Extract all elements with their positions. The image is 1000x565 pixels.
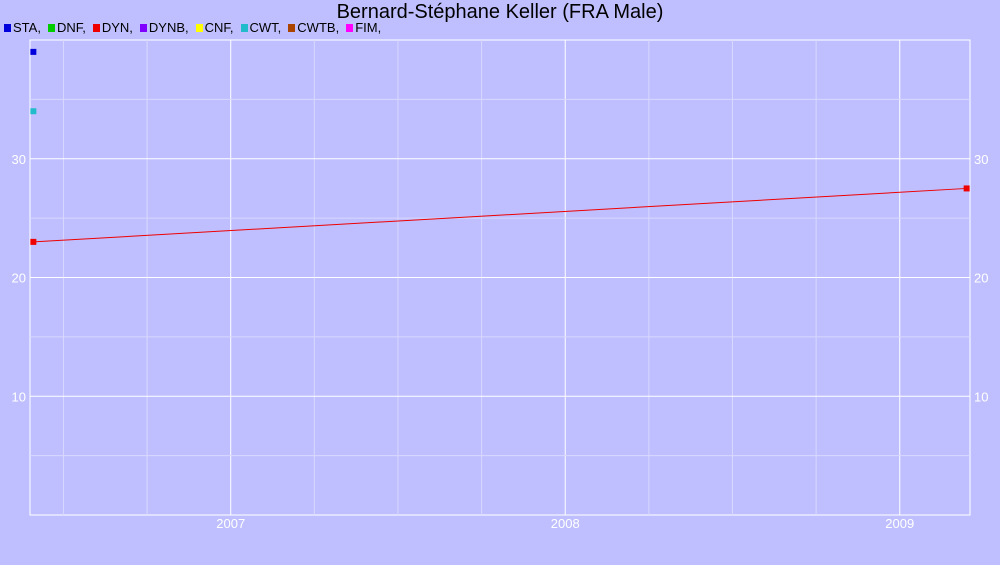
- legend: STA, DNF, DYN, DYNB, CNF, CWT, CWTB, FIM,: [4, 20, 388, 35]
- data-point-dyn: [963, 185, 970, 192]
- legend-label: DYN,: [101, 20, 133, 35]
- legend-swatch: [288, 23, 296, 32]
- y-tick-label-left: 30: [12, 152, 26, 167]
- data-point-sta: [30, 48, 37, 55]
- legend-swatch: [92, 23, 100, 32]
- legend-item: DNF,: [47, 20, 86, 35]
- data-point-dyn: [30, 238, 37, 245]
- legend-item: CWTB,: [288, 20, 339, 35]
- legend-item: CWT,: [240, 20, 282, 35]
- legend-label: DNF,: [56, 20, 86, 35]
- legend-label: CWTB,: [297, 20, 340, 35]
- legend-label: FIM,: [355, 20, 382, 35]
- legend-item: STA,: [4, 20, 41, 35]
- legend-label: STA,: [13, 20, 41, 35]
- legend-item: CNF,: [195, 20, 234, 35]
- y-tick-label-left: 20: [12, 271, 26, 286]
- legend-item: DYNB,: [139, 20, 189, 35]
- legend-swatch: [240, 23, 248, 32]
- x-tick-label: 2009: [885, 516, 914, 531]
- y-tick-label-right: 30: [974, 152, 988, 167]
- legend-swatch: [4, 23, 11, 32]
- x-tick-label: 2007: [216, 516, 245, 531]
- series-line-dyn: [33, 187, 967, 243]
- legend-swatch: [47, 23, 55, 32]
- y-tick-label-right: 10: [974, 389, 988, 404]
- y-tick-label-left: 10: [12, 389, 26, 404]
- legend-swatch: [195, 23, 203, 32]
- legend-swatch: [139, 23, 147, 32]
- data-point-cwt: [30, 108, 37, 115]
- legend-item: FIM,: [346, 20, 381, 35]
- legend-label: CNF,: [204, 20, 234, 35]
- y-tick-label-right: 20: [974, 271, 988, 286]
- legend-label: DYNB,: [148, 20, 189, 35]
- x-tick-label: 2008: [551, 516, 580, 531]
- chart-title: Bernard-Stéphane Keller (FRA Male): [336, 1, 664, 23]
- legend-swatch: [346, 23, 354, 32]
- legend-label: CWT,: [249, 20, 282, 35]
- legend-item: DYN,: [92, 20, 133, 35]
